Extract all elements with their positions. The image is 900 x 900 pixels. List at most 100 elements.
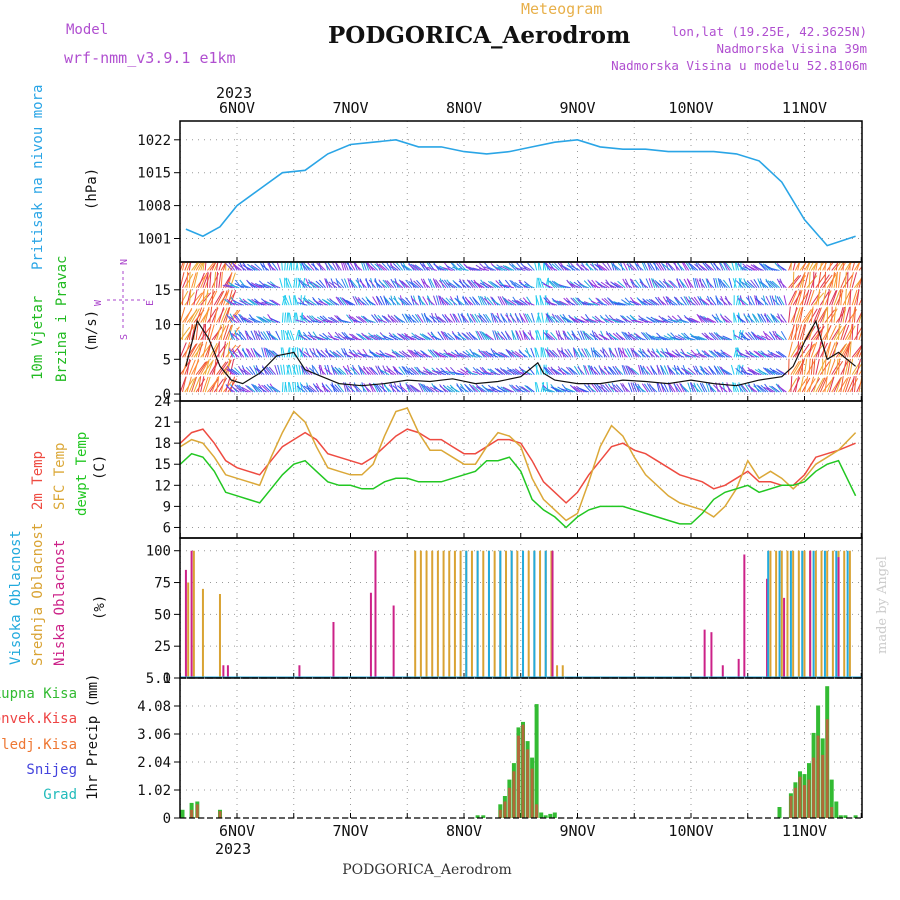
wind-barb <box>833 290 841 306</box>
wind-barb <box>580 330 585 341</box>
precip-bar-conv <box>512 771 516 818</box>
wind-barb <box>254 367 263 376</box>
wind-barb <box>605 279 612 289</box>
wind-barb <box>551 280 560 289</box>
wind-barb <box>288 347 291 358</box>
wind-barb <box>342 365 349 375</box>
wind-barb <box>260 331 267 341</box>
wind-barb <box>714 316 724 323</box>
wind-barb <box>838 323 840 340</box>
wind-barb <box>851 262 856 271</box>
wind-barb <box>405 314 413 323</box>
wind-barb <box>856 323 859 340</box>
wind-barb <box>412 385 422 393</box>
wind-barb <box>583 364 588 375</box>
cloud-mid-label: Srednja Oblacnost <box>30 523 46 666</box>
wind-barb <box>429 349 438 358</box>
wind-barb <box>556 314 565 323</box>
wind-barb <box>634 383 642 393</box>
wind-barb <box>375 365 381 375</box>
wind-barb <box>200 376 205 393</box>
wind-barb <box>457 369 467 376</box>
wind-barb <box>420 278 426 289</box>
wind-barb <box>761 352 771 358</box>
wind-barb <box>764 367 774 376</box>
wind-barb <box>775 333 785 341</box>
wind-barb <box>790 274 802 289</box>
wind-barb <box>705 263 715 271</box>
wind-barb <box>381 262 390 271</box>
wind-barb <box>559 264 569 271</box>
wind-barb <box>515 330 519 341</box>
wind-barb <box>526 385 535 393</box>
wind-barb <box>550 386 560 393</box>
wind-barb <box>478 386 487 393</box>
precip-legend-total: Ukupna Kisa <box>0 686 77 702</box>
precip-bar-conv <box>825 719 829 818</box>
wind-barb <box>651 348 658 358</box>
wind-barb <box>337 333 347 341</box>
wind-barb <box>669 280 678 289</box>
wind-barb <box>804 358 808 375</box>
wind-barb <box>443 386 453 393</box>
wind-barb <box>632 382 637 393</box>
wind-barb <box>669 337 680 341</box>
wind-barb <box>738 265 748 271</box>
wind-barb <box>358 316 367 323</box>
wind-barb <box>567 348 574 358</box>
wind-barb <box>314 300 324 306</box>
wind-barb <box>539 278 544 288</box>
cloud-unit: (%) <box>92 595 108 620</box>
wind-barb <box>806 360 816 375</box>
wind-barb <box>232 314 240 323</box>
wind-barb <box>427 278 433 288</box>
wind-barb <box>722 369 733 376</box>
wind-barb <box>239 368 249 376</box>
wind-barb <box>674 352 685 358</box>
wind-barb <box>752 314 760 323</box>
wind-barb <box>180 272 185 288</box>
wind-barb <box>507 299 517 306</box>
wind-barb <box>514 314 522 323</box>
wind-barb <box>530 347 535 358</box>
wind-barb <box>754 335 764 341</box>
wind-barb <box>325 318 335 324</box>
wind-barb <box>584 384 592 393</box>
wind-barb <box>447 332 456 341</box>
wind-barb <box>801 271 806 288</box>
wind-barb <box>591 316 601 323</box>
wind-barb <box>423 334 433 341</box>
wind-barb <box>657 262 665 271</box>
wind-barb <box>763 386 773 393</box>
wind-barb <box>804 272 809 288</box>
precip-bar-conv <box>793 787 797 818</box>
wind-barb <box>699 382 706 393</box>
wind-barb <box>348 279 356 289</box>
precip-bar-total <box>853 815 858 818</box>
wind-barb <box>777 351 787 358</box>
wind-barb <box>757 313 762 323</box>
wind-barb <box>562 368 571 376</box>
wind-barb <box>197 272 205 288</box>
wind-barb <box>473 281 483 289</box>
cloud-low-label: Niska Oblacnost <box>52 540 68 666</box>
wind-barb <box>715 277 719 288</box>
wind-barb <box>673 383 681 393</box>
wind-barb <box>840 289 843 306</box>
wind-barb <box>381 353 392 358</box>
wind-barb <box>611 262 619 271</box>
wind-barb <box>389 334 399 341</box>
wind-barb <box>546 333 556 341</box>
wind-barb <box>213 358 217 375</box>
wind-barb <box>236 332 245 341</box>
wind-barb <box>590 283 601 289</box>
wind-barb <box>581 301 592 306</box>
wind-barb <box>289 330 295 341</box>
wind-barb <box>402 351 413 358</box>
wind-barb <box>658 320 669 324</box>
wind-barb <box>343 352 353 358</box>
wind-barb <box>286 312 289 323</box>
wind-barb <box>668 352 678 358</box>
wind-barb <box>778 280 787 289</box>
wind-barb <box>815 307 822 323</box>
